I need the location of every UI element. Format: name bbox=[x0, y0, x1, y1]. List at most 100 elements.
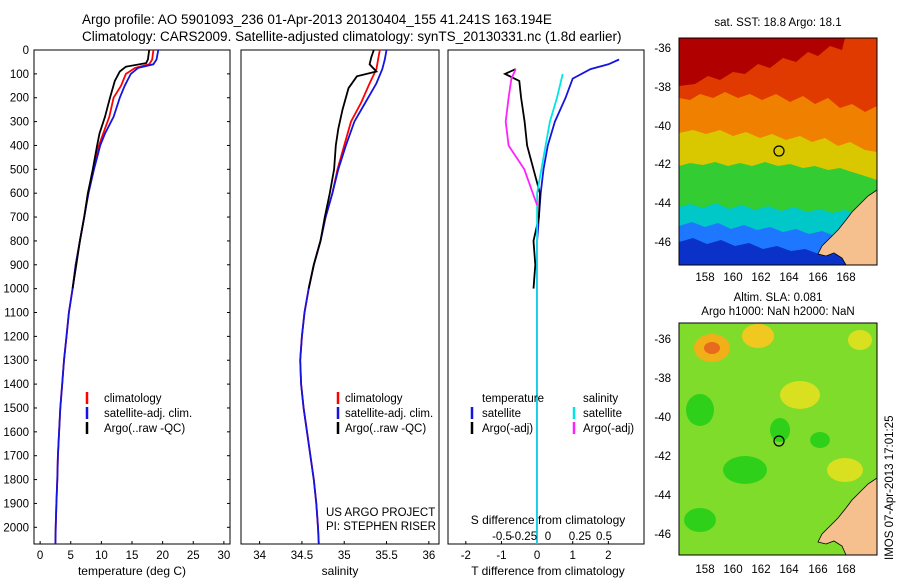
lat-tick: -42 bbox=[654, 451, 671, 463]
legend-label-satellite: satellite-adj. clim. bbox=[345, 408, 433, 420]
sst-map-title: sat. SST: 18.8 Argo: 18.1 bbox=[714, 17, 841, 29]
depth-tick-label: 500 bbox=[10, 164, 29, 176]
x-tick-label: 34.5 bbox=[291, 550, 313, 562]
lon-tick: 162 bbox=[751, 272, 770, 284]
depth-tick-label: 1500 bbox=[3, 403, 29, 415]
float-position-marker bbox=[773, 145, 785, 157]
sla-map-image bbox=[679, 323, 877, 555]
sst-map-image bbox=[679, 38, 877, 265]
series-line bbox=[502, 68, 541, 289]
x-tick-label: 5 bbox=[68, 550, 74, 562]
series-line bbox=[504, 68, 538, 206]
x-tick-label: 36 bbox=[422, 550, 435, 562]
sla-map-panel: Altim. SLA: 0.081 Argo h1000: NaN h2000:… bbox=[654, 292, 878, 576]
lat-tick: -36 bbox=[654, 334, 671, 346]
depth-tick-label: 900 bbox=[10, 260, 29, 272]
x-tick-label: 2 bbox=[605, 550, 611, 562]
sla-low-blob bbox=[686, 394, 714, 426]
lat-tick: -38 bbox=[654, 82, 671, 94]
lat-tick: -36 bbox=[654, 43, 671, 55]
x-tick-label: -1 bbox=[496, 550, 506, 562]
salinity-legend: climatology satellite-adj. clim. Argo(..… bbox=[336, 392, 433, 435]
figure-title-line2: Climatology: CARS2009. Satellite-adjuste… bbox=[82, 29, 622, 44]
float-position-marker bbox=[773, 435, 785, 447]
lon-tick: 164 bbox=[779, 272, 799, 284]
sla-high-blob bbox=[827, 458, 863, 482]
sla-high-blob bbox=[742, 324, 774, 348]
legend-label-climatology: climatology bbox=[345, 393, 403, 405]
depth-tick-label: 1100 bbox=[4, 308, 29, 320]
depth-tick-label: 2000 bbox=[3, 522, 29, 534]
legend-label-satellite: satellite-adj. clim. bbox=[104, 408, 192, 420]
depth-tick-label: 1900 bbox=[3, 498, 29, 510]
sla-map-subtitle: Argo h1000: NaN h2000: NaN bbox=[701, 306, 854, 318]
lat-tick: -40 bbox=[654, 121, 671, 133]
depth-tick-labels: 0 100 200 300 400 500 600 700 800 900 1000 1100 1200… bbox=[3, 45, 644, 534]
salinity-panel: 34 34.5 35 35.5 36 salinity climatology sate… bbox=[240, 49, 440, 578]
depth-tick-label: 400 bbox=[10, 140, 29, 152]
lon-tick: 168 bbox=[836, 564, 855, 576]
sla-high-blob bbox=[780, 381, 820, 409]
series-line bbox=[536, 73, 564, 544]
lon-tick: 160 bbox=[723, 272, 742, 284]
land-mass bbox=[817, 477, 877, 555]
pi-note: PI: STEPHEN RISER bbox=[326, 521, 436, 533]
depth-tick-label: 1700 bbox=[3, 451, 29, 463]
legend-label-t-argo: Argo(-adj) bbox=[482, 423, 533, 435]
lat-tick: -42 bbox=[654, 159, 671, 171]
lat-tick: -44 bbox=[654, 490, 671, 502]
x-tick-label: 30 bbox=[217, 550, 230, 562]
x-tick-label: 25 bbox=[187, 550, 200, 562]
difference-profiles bbox=[502, 58, 620, 544]
sla-map-title: Altim. SLA: 0.081 bbox=[734, 292, 823, 304]
temperature-panel: 0100200300400500600700800900100011001200… bbox=[3, 45, 644, 578]
x-tick-label: 20 bbox=[156, 550, 169, 562]
sla-map-frame bbox=[678, 322, 878, 556]
x-tick-label: 0 bbox=[37, 550, 43, 562]
x-tick-label: 10 bbox=[95, 550, 108, 562]
depth-tick-label: 1800 bbox=[3, 475, 29, 487]
lon-tick: 164 bbox=[779, 564, 799, 576]
depth-tick-label: 1400 bbox=[3, 379, 29, 391]
series-line bbox=[71, 49, 151, 289]
x-tick-label: 1 bbox=[570, 550, 576, 562]
lat-tick: -38 bbox=[654, 373, 671, 385]
salinity-profiles bbox=[299, 49, 388, 545]
sst-dark-red-band bbox=[679, 38, 845, 86]
temperature-legend: climatology satellite-adj. clim. Argo(..… bbox=[85, 392, 192, 435]
lat-tick: -46 bbox=[654, 529, 671, 541]
depth-tick-label: 0 bbox=[23, 45, 29, 57]
depth-tick-label: 800 bbox=[10, 236, 29, 248]
lon-tick: 158 bbox=[695, 272, 714, 284]
depth-tick-label: 1600 bbox=[3, 427, 29, 439]
depth-tick-label: 1000 bbox=[3, 284, 29, 296]
sst-map-frame bbox=[678, 37, 878, 266]
imos-timestamp: IMOS 07-Apr-2013 17:01:25 bbox=[884, 415, 896, 560]
depth-tick-label: 300 bbox=[10, 117, 29, 129]
s-difference-label: S difference from climatology bbox=[471, 513, 626, 527]
legend-label-argo: Argo(..raw -QC) bbox=[104, 423, 185, 435]
temperature-profiles bbox=[54, 49, 160, 545]
s-tick-label: 0.5 bbox=[596, 531, 612, 543]
land-mass bbox=[817, 189, 877, 265]
x-tick-label: 15 bbox=[126, 550, 139, 562]
sla-high-blob bbox=[848, 330, 872, 350]
depth-tick-label: 700 bbox=[10, 212, 29, 224]
x-tick-label: 35.5 bbox=[375, 550, 397, 562]
salinity-tick-labels: 34 34.5 35 35.5 36 bbox=[253, 541, 435, 562]
sst-deep-blue-band bbox=[679, 238, 877, 265]
difference-plot-frame bbox=[447, 49, 645, 545]
depth-tick-label: 200 bbox=[10, 93, 29, 105]
x-tick-label: 34 bbox=[253, 550, 266, 562]
lat-tick: -40 bbox=[654, 412, 671, 424]
x-tick-label: 0 bbox=[534, 550, 540, 562]
temperature-plot-frame bbox=[33, 49, 231, 545]
depth-tick-label: 600 bbox=[10, 188, 29, 200]
temperature-xlabel: temperature (deg C) bbox=[78, 564, 186, 578]
lat-tick: -46 bbox=[654, 237, 671, 249]
sla-low-blob bbox=[723, 456, 767, 484]
sst-map-panel: sat. SST: 18.8 Argo: 18.1 -36 -38 -40 -4… bbox=[654, 17, 878, 284]
lon-tick: 166 bbox=[808, 272, 827, 284]
